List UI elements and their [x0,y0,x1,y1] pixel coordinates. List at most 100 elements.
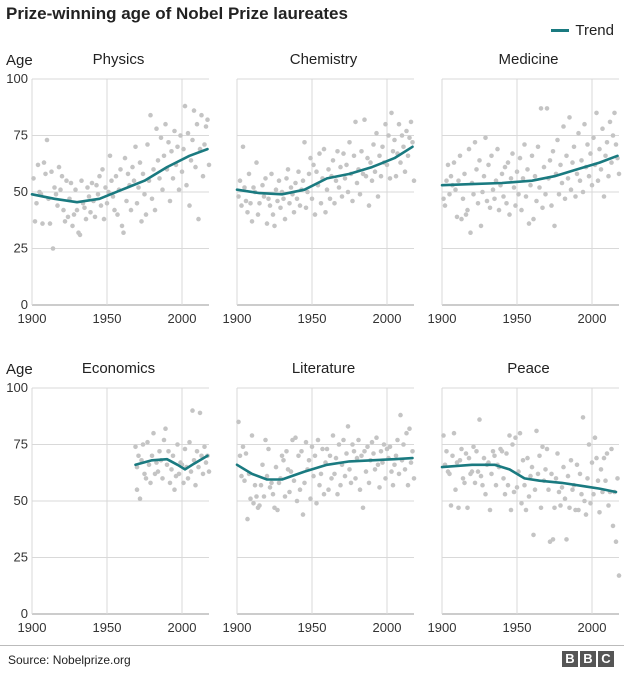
data-point [607,119,613,125]
data-point [559,485,565,490]
data-point [148,112,153,118]
data-point [561,124,566,129]
data-point [169,149,174,154]
data-point [202,444,207,450]
data-point [441,196,446,202]
data-point [350,198,355,204]
data-point [493,482,499,488]
data-point [402,169,408,174]
data-point [604,451,610,456]
trend-line [235,456,414,481]
data-point [335,149,340,154]
data-point [359,149,364,154]
data-point [288,469,294,474]
panel-medicine: 1900 1950 2000 Medicine [428,51,622,326]
data-point [181,480,186,486]
data-point [378,449,384,454]
data-point [161,437,167,443]
data-point [164,462,170,468]
data-point [613,142,619,147]
data-point [260,462,265,468]
data-point [77,232,83,238]
data-point [444,449,449,454]
data-point [502,491,508,497]
panel-peace: 1900 1950 2000 Peace [428,360,622,635]
data-point [296,169,301,174]
data-point [315,437,321,443]
data-point [550,149,556,154]
x-tick-label: 2000 [373,311,402,326]
data-point [275,198,280,204]
page-title: Prize-winning age of Nobel Prize laureat… [6,4,348,23]
data-point [342,176,348,181]
y-tick-label: 25 [14,550,28,565]
data-point [158,135,164,141]
data-point [511,185,517,190]
data-point [320,446,325,452]
data-point [193,164,198,170]
data-point [374,130,379,136]
data-point [478,223,484,229]
panel-title: Physics [93,51,145,68]
data-point [504,451,509,456]
data-point [606,503,611,508]
data-point [40,221,45,226]
data-point [65,214,71,220]
data-point [404,430,409,436]
data-point [199,453,204,459]
data-point [471,444,476,450]
data-point [128,207,134,213]
data-point [264,221,270,226]
data-point [549,203,554,208]
data-point [294,196,300,202]
data-point [324,446,330,452]
data-point [369,439,375,445]
data-point [194,121,200,127]
data-point [374,435,379,441]
data-point [585,476,590,481]
data-point [170,453,176,459]
data-point [176,471,182,477]
data-point [513,435,518,441]
data-point [149,453,155,459]
data-point [297,203,303,208]
data-point [68,180,74,186]
data-point [386,133,391,138]
data-point [600,126,605,131]
data-point [594,110,599,116]
data-point [185,476,191,481]
data-point [49,169,54,174]
x-tick-label: 1900 [18,620,47,635]
data-point [326,487,331,493]
data-point [306,458,312,463]
data-point [520,176,526,181]
data-point [145,439,150,445]
data-point [396,471,402,477]
legend: Trend [551,22,614,39]
data-point [206,469,212,474]
data-point [142,192,147,197]
data-point [131,178,137,183]
data-point [375,462,381,468]
data-point [309,196,315,202]
panel-title: Medicine [498,51,558,68]
data-point [273,464,279,470]
data-point [121,230,126,235]
panel-title: Economics [82,360,155,377]
data-point [375,194,381,199]
data-point [176,187,182,192]
data-point [113,173,119,179]
data-point [544,106,550,111]
data-point [191,108,197,113]
data-point [448,503,454,508]
trend-line [235,145,414,196]
data-point [359,453,364,459]
data-point [344,451,349,456]
data-point [466,455,472,461]
data-point [293,435,298,441]
data-point [187,439,192,445]
data-point [510,151,515,156]
data-point [580,189,586,195]
data-point [118,167,123,172]
data-point [395,437,400,443]
